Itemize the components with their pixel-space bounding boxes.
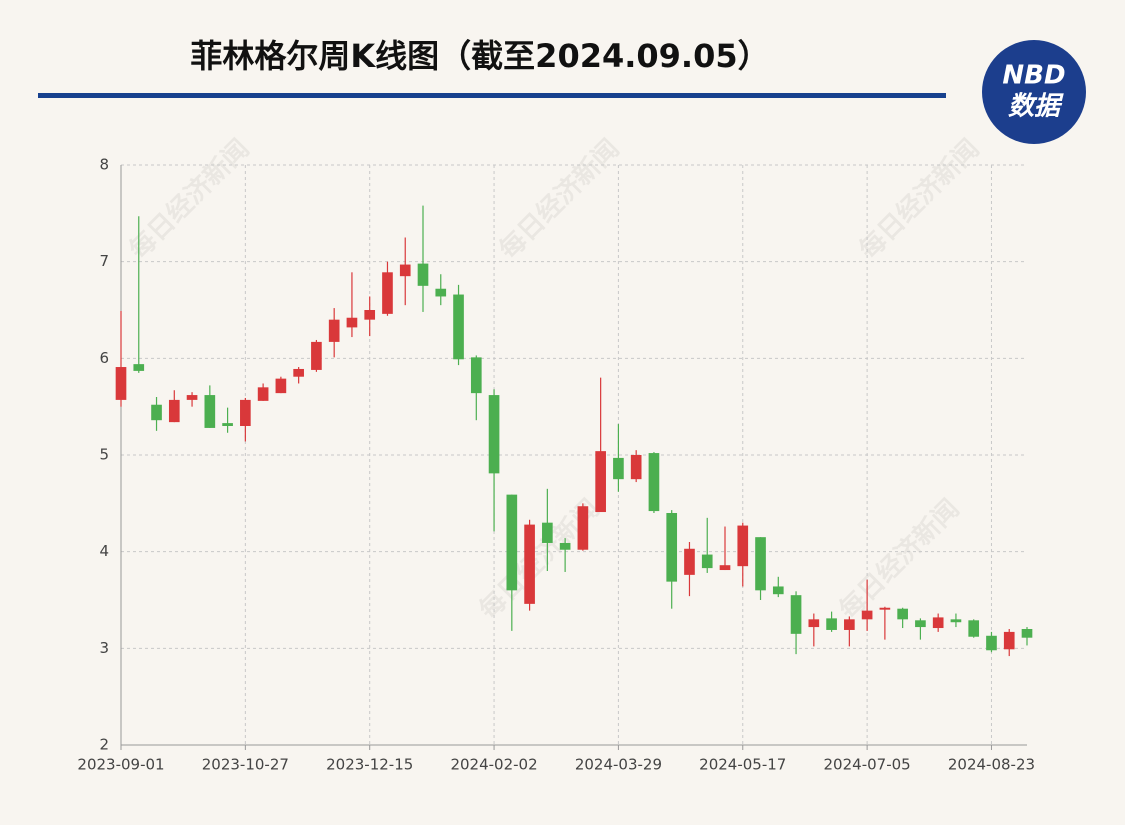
candle-body (186, 395, 198, 400)
candle-body (844, 619, 855, 630)
candle-body (630, 455, 642, 480)
candle-body (648, 453, 660, 512)
candle-body (453, 294, 464, 360)
y-tick-label: 6 (99, 349, 109, 367)
x-tick-label: 2024-07-05 (824, 756, 911, 774)
candle-body (808, 619, 820, 628)
candle-body (204, 395, 216, 428)
candle-body (346, 317, 358, 328)
candle-body (613, 457, 624, 480)
candle-body (293, 368, 304, 377)
candle-body (168, 399, 180, 423)
candle-body (311, 341, 322, 370)
candle-body (222, 423, 233, 426)
candle-body (1003, 631, 1015, 650)
candle-body (399, 264, 411, 277)
y-tick-label: 2 (99, 736, 109, 754)
candle-body (524, 524, 535, 604)
candle-body (470, 357, 482, 394)
candle-body (275, 378, 287, 394)
candle-body (133, 364, 145, 371)
y-tick-label: 3 (99, 639, 109, 657)
logo-circle (982, 40, 1086, 144)
y-tick-label: 5 (99, 446, 109, 464)
x-tick-label: 2024-08-23 (948, 756, 1035, 774)
candle-body (240, 399, 251, 426)
candle-body (417, 263, 429, 286)
candle-body (719, 565, 731, 571)
logo-text: NBD (1002, 61, 1065, 91)
candle-body (737, 525, 749, 567)
candle-body (915, 620, 926, 628)
candle-body (932, 617, 944, 629)
logo-text: 数据 (1008, 92, 1064, 122)
y-tick-label: 7 (99, 252, 109, 270)
candle-body (257, 387, 269, 401)
candle-body (542, 522, 553, 543)
candle-body (950, 619, 962, 623)
candle-body (879, 607, 891, 610)
candle-body (968, 620, 980, 637)
x-tick-label: 2024-02-02 (450, 756, 537, 774)
candle-body (151, 404, 162, 421)
candle-body (666, 513, 678, 582)
candle-body (506, 494, 518, 591)
candle-body (826, 618, 837, 630)
candle-body (435, 288, 447, 297)
candle-body (897, 608, 908, 620)
candle-body (328, 319, 340, 342)
candle-body (772, 586, 784, 595)
candle-body (559, 542, 571, 550)
candle-body (382, 272, 393, 314)
x-tick-label: 2023-09-01 (77, 756, 164, 774)
candle-body (684, 548, 695, 575)
candle-body (986, 635, 997, 651)
candle-body (595, 451, 606, 513)
candle-body (488, 395, 500, 474)
candle-body (755, 537, 766, 591)
candle-body (364, 310, 376, 320)
candle-body (701, 554, 713, 569)
title-underline (38, 93, 946, 98)
x-tick-label: 2024-05-17 (699, 756, 786, 774)
chart-title: 菲林格尔周K线图（截至2024.09.05） (190, 37, 769, 75)
candle-body (1021, 629, 1033, 638)
candle-body (577, 506, 589, 550)
candle-body (861, 610, 873, 620)
x-tick-label: 2024-03-29 (575, 756, 662, 774)
x-tick-label: 2023-12-15 (326, 756, 413, 774)
y-tick-label: 4 (99, 542, 109, 560)
candle-body (790, 595, 802, 634)
candle-body (115, 367, 127, 400)
x-tick-label: 2023-10-27 (202, 756, 289, 774)
y-tick-label: 8 (99, 156, 109, 174)
